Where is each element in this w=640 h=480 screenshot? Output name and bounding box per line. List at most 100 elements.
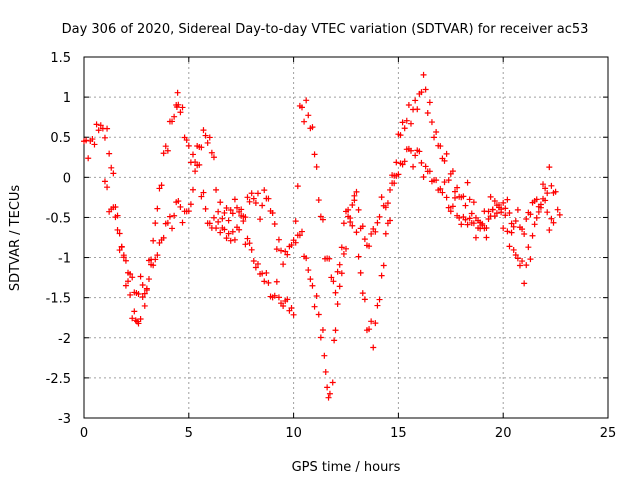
data-point xyxy=(387,186,394,193)
data-point xyxy=(334,301,341,308)
data-point xyxy=(443,150,450,157)
data-point xyxy=(206,220,213,227)
data-point xyxy=(290,311,297,318)
data-point xyxy=(533,214,540,221)
data-point xyxy=(301,118,308,125)
data-point xyxy=(154,205,161,212)
data-point xyxy=(324,384,331,391)
data-point xyxy=(120,252,127,259)
data-point xyxy=(200,189,207,196)
data-point xyxy=(185,208,192,215)
data-point xyxy=(127,270,134,277)
data-point xyxy=(552,188,559,195)
data-point xyxy=(523,262,530,269)
data-point xyxy=(403,117,410,124)
data-point xyxy=(502,212,509,219)
data-point xyxy=(395,171,402,178)
data-point xyxy=(510,246,517,253)
data-point xyxy=(227,207,234,214)
data-point xyxy=(407,120,414,127)
data-point xyxy=(479,220,486,227)
data-point xyxy=(353,188,360,195)
data-point xyxy=(305,267,312,274)
data-point xyxy=(112,214,119,221)
data-point xyxy=(405,101,412,108)
data-point xyxy=(294,183,301,190)
data-point xyxy=(292,218,299,225)
data-point xyxy=(401,158,408,165)
data-point xyxy=(175,198,182,205)
data-point xyxy=(462,216,469,223)
data-point xyxy=(284,296,291,303)
data-point xyxy=(160,150,167,157)
data-point xyxy=(145,276,152,283)
data-point xyxy=(152,220,159,227)
data-point xyxy=(422,86,429,93)
data-point xyxy=(372,320,379,327)
data-point xyxy=(540,181,547,188)
data-point xyxy=(110,170,117,177)
data-point xyxy=(330,278,337,285)
data-point xyxy=(437,143,444,150)
data-point xyxy=(194,162,201,169)
data-point xyxy=(397,132,404,139)
data-point xyxy=(424,109,431,116)
data-point xyxy=(340,250,347,257)
data-point xyxy=(101,134,108,141)
data-point xyxy=(487,193,494,200)
data-point xyxy=(451,188,458,195)
data-point xyxy=(433,177,440,184)
data-point xyxy=(506,243,513,250)
data-point xyxy=(152,256,159,263)
data-point xyxy=(156,185,163,192)
data-point xyxy=(179,219,186,226)
data-point xyxy=(349,222,356,229)
data-point xyxy=(550,219,557,226)
data-point xyxy=(311,151,318,158)
data-point xyxy=(229,210,236,217)
data-point xyxy=(460,193,467,200)
chart-title: Day 306 of 2020, Sidereal Day-to-day VTE… xyxy=(62,22,589,37)
data-point xyxy=(110,204,117,211)
data-point xyxy=(313,163,320,170)
data-point xyxy=(158,182,165,189)
data-point xyxy=(91,141,98,148)
data-point xyxy=(265,279,272,286)
data-point xyxy=(250,195,257,202)
data-point xyxy=(187,201,194,208)
x-tick-label: 25 xyxy=(600,426,617,441)
data-point xyxy=(137,315,144,322)
data-point xyxy=(246,240,253,247)
data-point xyxy=(183,137,190,144)
data-point xyxy=(280,302,287,309)
data-point xyxy=(169,118,176,125)
data-point xyxy=(315,311,322,318)
data-point xyxy=(502,205,509,212)
data-point xyxy=(336,261,343,268)
data-point xyxy=(219,215,226,222)
data-point xyxy=(326,255,333,262)
data-point xyxy=(223,235,230,242)
data-point xyxy=(554,206,561,213)
y-tick-label: 0.5 xyxy=(50,131,71,146)
data-point xyxy=(456,214,463,221)
data-point xyxy=(512,251,519,258)
data-point xyxy=(466,215,473,222)
data-point xyxy=(248,246,255,253)
data-point xyxy=(263,269,270,276)
data-point xyxy=(175,101,182,108)
data-point xyxy=(108,164,115,171)
data-point xyxy=(141,302,148,309)
data-point xyxy=(116,230,123,237)
data-point xyxy=(514,206,521,213)
data-point xyxy=(372,228,379,235)
data-point xyxy=(210,214,217,221)
data-point xyxy=(242,241,249,248)
data-point xyxy=(374,302,381,309)
data-point xyxy=(288,305,295,312)
data-point xyxy=(278,247,285,254)
data-point xyxy=(531,221,538,228)
data-point xyxy=(493,210,500,217)
data-point xyxy=(240,218,247,225)
data-point xyxy=(544,190,551,197)
